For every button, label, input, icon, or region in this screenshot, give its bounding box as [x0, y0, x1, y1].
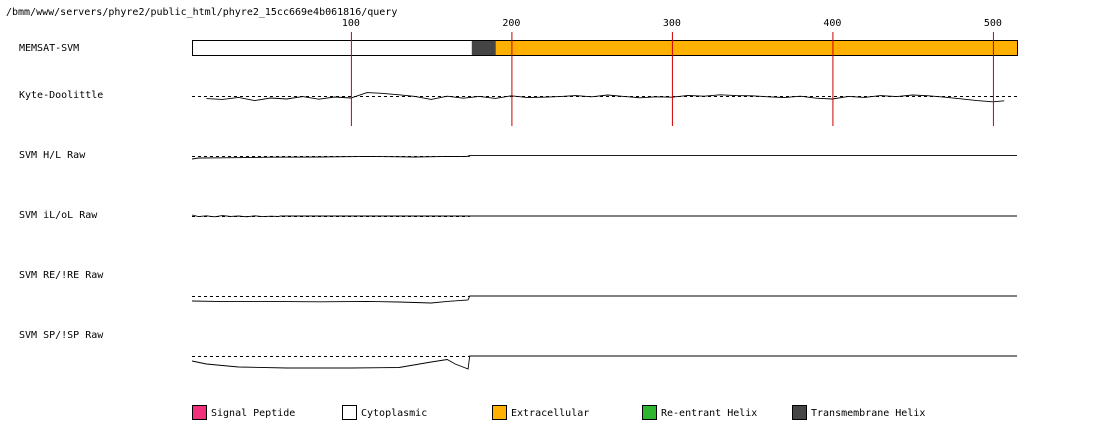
- legend-item-cytoplasmic: Cytoplasmic: [342, 405, 427, 420]
- profile-line: [191, 214, 1017, 218]
- tick-label-100: 100: [342, 18, 360, 29]
- tick-label-500: 500: [984, 18, 1002, 29]
- track-kyte-doolittle: Kyte-Doolittle: [19, 90, 1017, 103]
- segment-cytoplasmic: [192, 40, 472, 56]
- topology-frame: [192, 40, 1018, 56]
- legend-label: Extracellular: [511, 408, 589, 419]
- segment-extracellular: [495, 40, 1018, 56]
- legend-item-signal-peptide: Signal Peptide: [192, 405, 295, 420]
- tracks: MEMSAT-SVM Kyte-Doolittle SVM H/L Raw SVM i…: [19, 40, 1018, 370]
- track-label: SVM H/L Raw: [19, 150, 86, 161]
- tick-label-300: 300: [663, 18, 681, 29]
- segment-transmembrane-helix: [471, 40, 496, 56]
- profile-line: [191, 155, 1017, 160]
- legend-swatch: [192, 405, 207, 420]
- legend-swatch: [642, 405, 657, 420]
- track-svm-h-l-raw: SVM H/L Raw: [19, 150, 1017, 161]
- track-svm-sp-sp-raw: SVM SP/!SP Raw: [19, 330, 1017, 370]
- legend-swatch: [492, 405, 507, 420]
- track-label: SVM iL/oL Raw: [19, 210, 98, 221]
- legend-item-transmembrane-helix: Transmembrane Helix: [792, 405, 925, 420]
- path-title: /bmm/www/servers/phyre2/public_html/phyr…: [6, 7, 397, 18]
- legend-item-re-entrant-helix: Re-entrant Helix: [642, 405, 757, 420]
- gridlines: [350, 32, 994, 126]
- track-label: Kyte-Doolittle: [19, 90, 103, 101]
- tick-label-200: 200: [502, 18, 520, 29]
- legend-swatch: [792, 405, 807, 420]
- profile-line: [191, 355, 1017, 370]
- profile-line: [191, 295, 1017, 304]
- profile-line: [206, 92, 1005, 103]
- legend-swatch: [342, 405, 357, 420]
- legend: Signal Peptide Cytoplasmic Extracellular Re…: [192, 405, 925, 420]
- track-memsat-svm: MEMSAT-SVM: [19, 40, 1018, 56]
- track-svm-il-ol-raw: SVM iL/oL Raw: [19, 210, 1017, 221]
- tick-label-400: 400: [823, 18, 841, 29]
- legend-label: Re-entrant Helix: [661, 408, 757, 419]
- track-svm-re-re-raw: SVM RE/!RE Raw: [19, 270, 1017, 304]
- legend-item-extracellular: Extracellular: [492, 405, 589, 420]
- track-label: SVM SP/!SP Raw: [19, 330, 104, 341]
- legend-label: Transmembrane Helix: [811, 408, 925, 419]
- legend-label: Signal Peptide: [211, 408, 295, 419]
- axis-ticks: 100 200 300 400 500: [342, 18, 1002, 29]
- track-label: MEMSAT-SVM: [19, 43, 79, 54]
- track-label: SVM RE/!RE Raw: [19, 270, 104, 281]
- legend-label: Cytoplasmic: [361, 408, 427, 419]
